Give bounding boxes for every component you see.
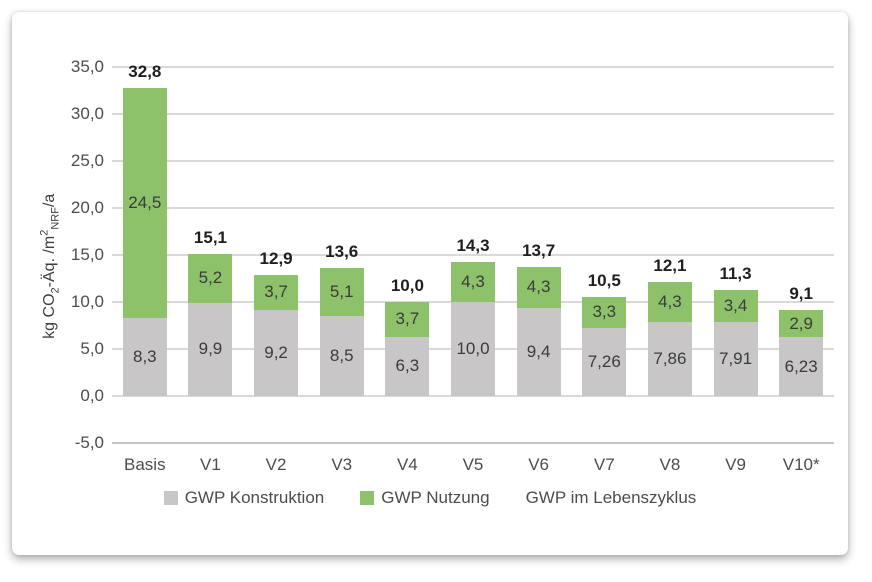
x-axis-label-v6: V6: [528, 455, 550, 474]
total-value-label-v3: 13,6: [325, 242, 359, 262]
bar-segment-gwp-konstruktion-v6: 9,4: [516, 307, 561, 396]
segment-value-label: 7,91: [718, 348, 753, 368]
bar-segment-gwp-konstruktion-v8: 7,86: [647, 322, 692, 396]
bar-segment-gwp-konstruktion-v1: 9,9: [188, 302, 233, 396]
x-axis-label-v3: V3: [331, 455, 353, 474]
x-axis-label-v9: V9: [725, 455, 746, 474]
segment-value-label: 9,9: [198, 339, 223, 359]
legend: GWP Konstruktion GWP Nutzung GWP im Lebens…: [12, 488, 848, 508]
y-tick-label: 10,0: [70, 292, 104, 311]
bar-segment-gwp-nutzung-v5: 4,3: [451, 261, 495, 302]
bar-segment-gwp-nutzung-v4: 3,7: [385, 302, 430, 337]
gridline: [112, 395, 834, 397]
bar-segment-gwp-nutzung-v10: 2,9: [779, 310, 824, 338]
gridline: [112, 160, 834, 162]
total-value-label-v8: 12,1: [653, 255, 687, 275]
segment-value-label: 6,3: [395, 356, 420, 376]
plot-area: 8,3 24,5 32,8 9,9 5,2 15,1 9,2 3,7 12,9 8,5 5,1 13,…: [112, 62, 834, 444]
bar-segment-gwp-nutzung-v8: 4,3: [647, 281, 692, 323]
total-value-label-v7: 10,5: [587, 270, 621, 290]
legend-label: GWP Konstruktion: [184, 488, 325, 507]
bar-segment-gwp-konstruktion-v9: 7,91: [713, 321, 758, 396]
y-axis-title: kg CO2-Äq. /m2NRF/a: [38, 193, 62, 339]
segment-value-label: 4,3: [526, 277, 551, 297]
segment-value-label: 9,2: [264, 342, 288, 362]
bar-segment-gwp-konstruktion-basis: 8,3: [122, 317, 167, 396]
legend-label: GWP Nutzung: [381, 488, 490, 507]
legend-item-gwp-konstruktion: GWP Konstruktion: [163, 488, 325, 508]
gridline: [112, 66, 834, 68]
y-tick-label: 5,0: [80, 339, 104, 358]
gridline: [112, 207, 834, 209]
x-axis-label-v7: V7: [593, 455, 615, 474]
bar-segment-gwp-konstruktion-v4: 6,3: [385, 336, 430, 396]
legend-label: GWP im Lebenszyklus: [525, 488, 697, 507]
segment-value-label: 9,4: [526, 341, 551, 361]
x-axis-label-v10: V10*: [782, 455, 820, 474]
segment-value-label: 5,1: [329, 282, 354, 302]
legend-marker-icon: [163, 491, 178, 505]
segment-value-label: 7,26: [587, 351, 621, 371]
x-axis-label-v1: V1: [200, 455, 221, 474]
x-axis-line: [112, 442, 834, 444]
segment-value-label: 3,7: [264, 282, 288, 302]
segment-value-label: 8,5: [329, 346, 354, 366]
y-tick-label: 15,0: [70, 245, 104, 264]
segment-value-label: 3,3: [592, 302, 617, 322]
total-value-label-v5: 14,3: [456, 235, 490, 255]
bar-segment-gwp-nutzung-v3: 5,1: [319, 268, 364, 317]
bar-segment-gwp-konstruktion-v5: 10,0: [451, 302, 495, 396]
chart-card: kg CO2-Äq. /m2NRF/a 8,3 24,5 32,8 9,9 5,2 15,…: [12, 12, 848, 555]
x-axis-label-v2: V2: [265, 455, 287, 474]
segment-value-label: 2,9: [789, 313, 813, 333]
bar-segment-gwp-nutzung-v1: 5,2: [188, 254, 233, 303]
x-axis-label-v5: V5: [462, 455, 484, 474]
bar-segment-gwp-konstruktion-v3: 8,5: [319, 316, 364, 396]
segment-value-label: 3,4: [723, 295, 748, 315]
bar-segment-gwp-nutzung-v7: 3,3: [582, 296, 627, 328]
y-tick-label: -5,0: [74, 433, 104, 452]
bar-segment-gwp-nutzung-basis: 24,5: [122, 87, 167, 318]
segment-value-label: 3,7: [395, 309, 420, 329]
bar-segment-gwp-nutzung-v2: 3,7: [254, 274, 299, 310]
segment-value-label: 6,23: [784, 356, 818, 376]
gridline: [112, 254, 834, 256]
bar-segment-gwp-konstruktion-v7: 7,26: [582, 327, 627, 396]
y-tick-label: 35,0: [70, 57, 104, 76]
bar-segment-gwp-nutzung-v9: 3,4: [713, 289, 758, 322]
segment-value-label: 7,86: [653, 349, 687, 369]
total-value-label-v2: 12,9: [259, 248, 293, 268]
legend-marker-icon: [360, 491, 375, 505]
x-axis-label-v4: V4: [396, 455, 418, 474]
bar-segment-gwp-nutzung-v6: 4,3: [516, 267, 561, 308]
segment-value-label: 10,0: [456, 339, 490, 358]
y-tick-label: 20,0: [70, 198, 104, 217]
total-value-label-v6: 13,7: [522, 241, 556, 261]
y-tick-label: 0,0: [80, 386, 104, 405]
segment-value-label: 4,3: [658, 291, 682, 311]
x-axis-label-v8: V8: [659, 455, 681, 474]
segment-value-label: 5,2: [198, 268, 223, 288]
total-value-label-v10: 9,1: [789, 284, 813, 304]
legend-item-gwp-nutzung: GWP Nutzung: [360, 488, 490, 508]
segment-value-label: 24,5: [128, 192, 162, 212]
total-value-label-v1: 15,1: [193, 228, 227, 248]
bar-segment-gwp-konstruktion-v2: 9,2: [254, 309, 299, 396]
x-axis-label-basis: Basis: [124, 455, 166, 474]
gridline: [112, 113, 834, 115]
segment-value-label: 4,3: [461, 271, 485, 291]
total-value-label-v9: 11,3: [719, 263, 752, 283]
total-value-label-basis: 32,8: [128, 61, 162, 81]
y-tick-label: 30,0: [70, 104, 104, 123]
total-value-label-v4: 10,0: [390, 276, 424, 295]
segment-value-label: 8,3: [132, 346, 157, 366]
y-tick-label: 25,0: [70, 151, 104, 170]
bar-segment-gwp-konstruktion-v10: 6,23: [779, 337, 824, 396]
legend-item-gwp-im-lebenszyklus: GWP im Lebenszyklus: [526, 488, 697, 508]
